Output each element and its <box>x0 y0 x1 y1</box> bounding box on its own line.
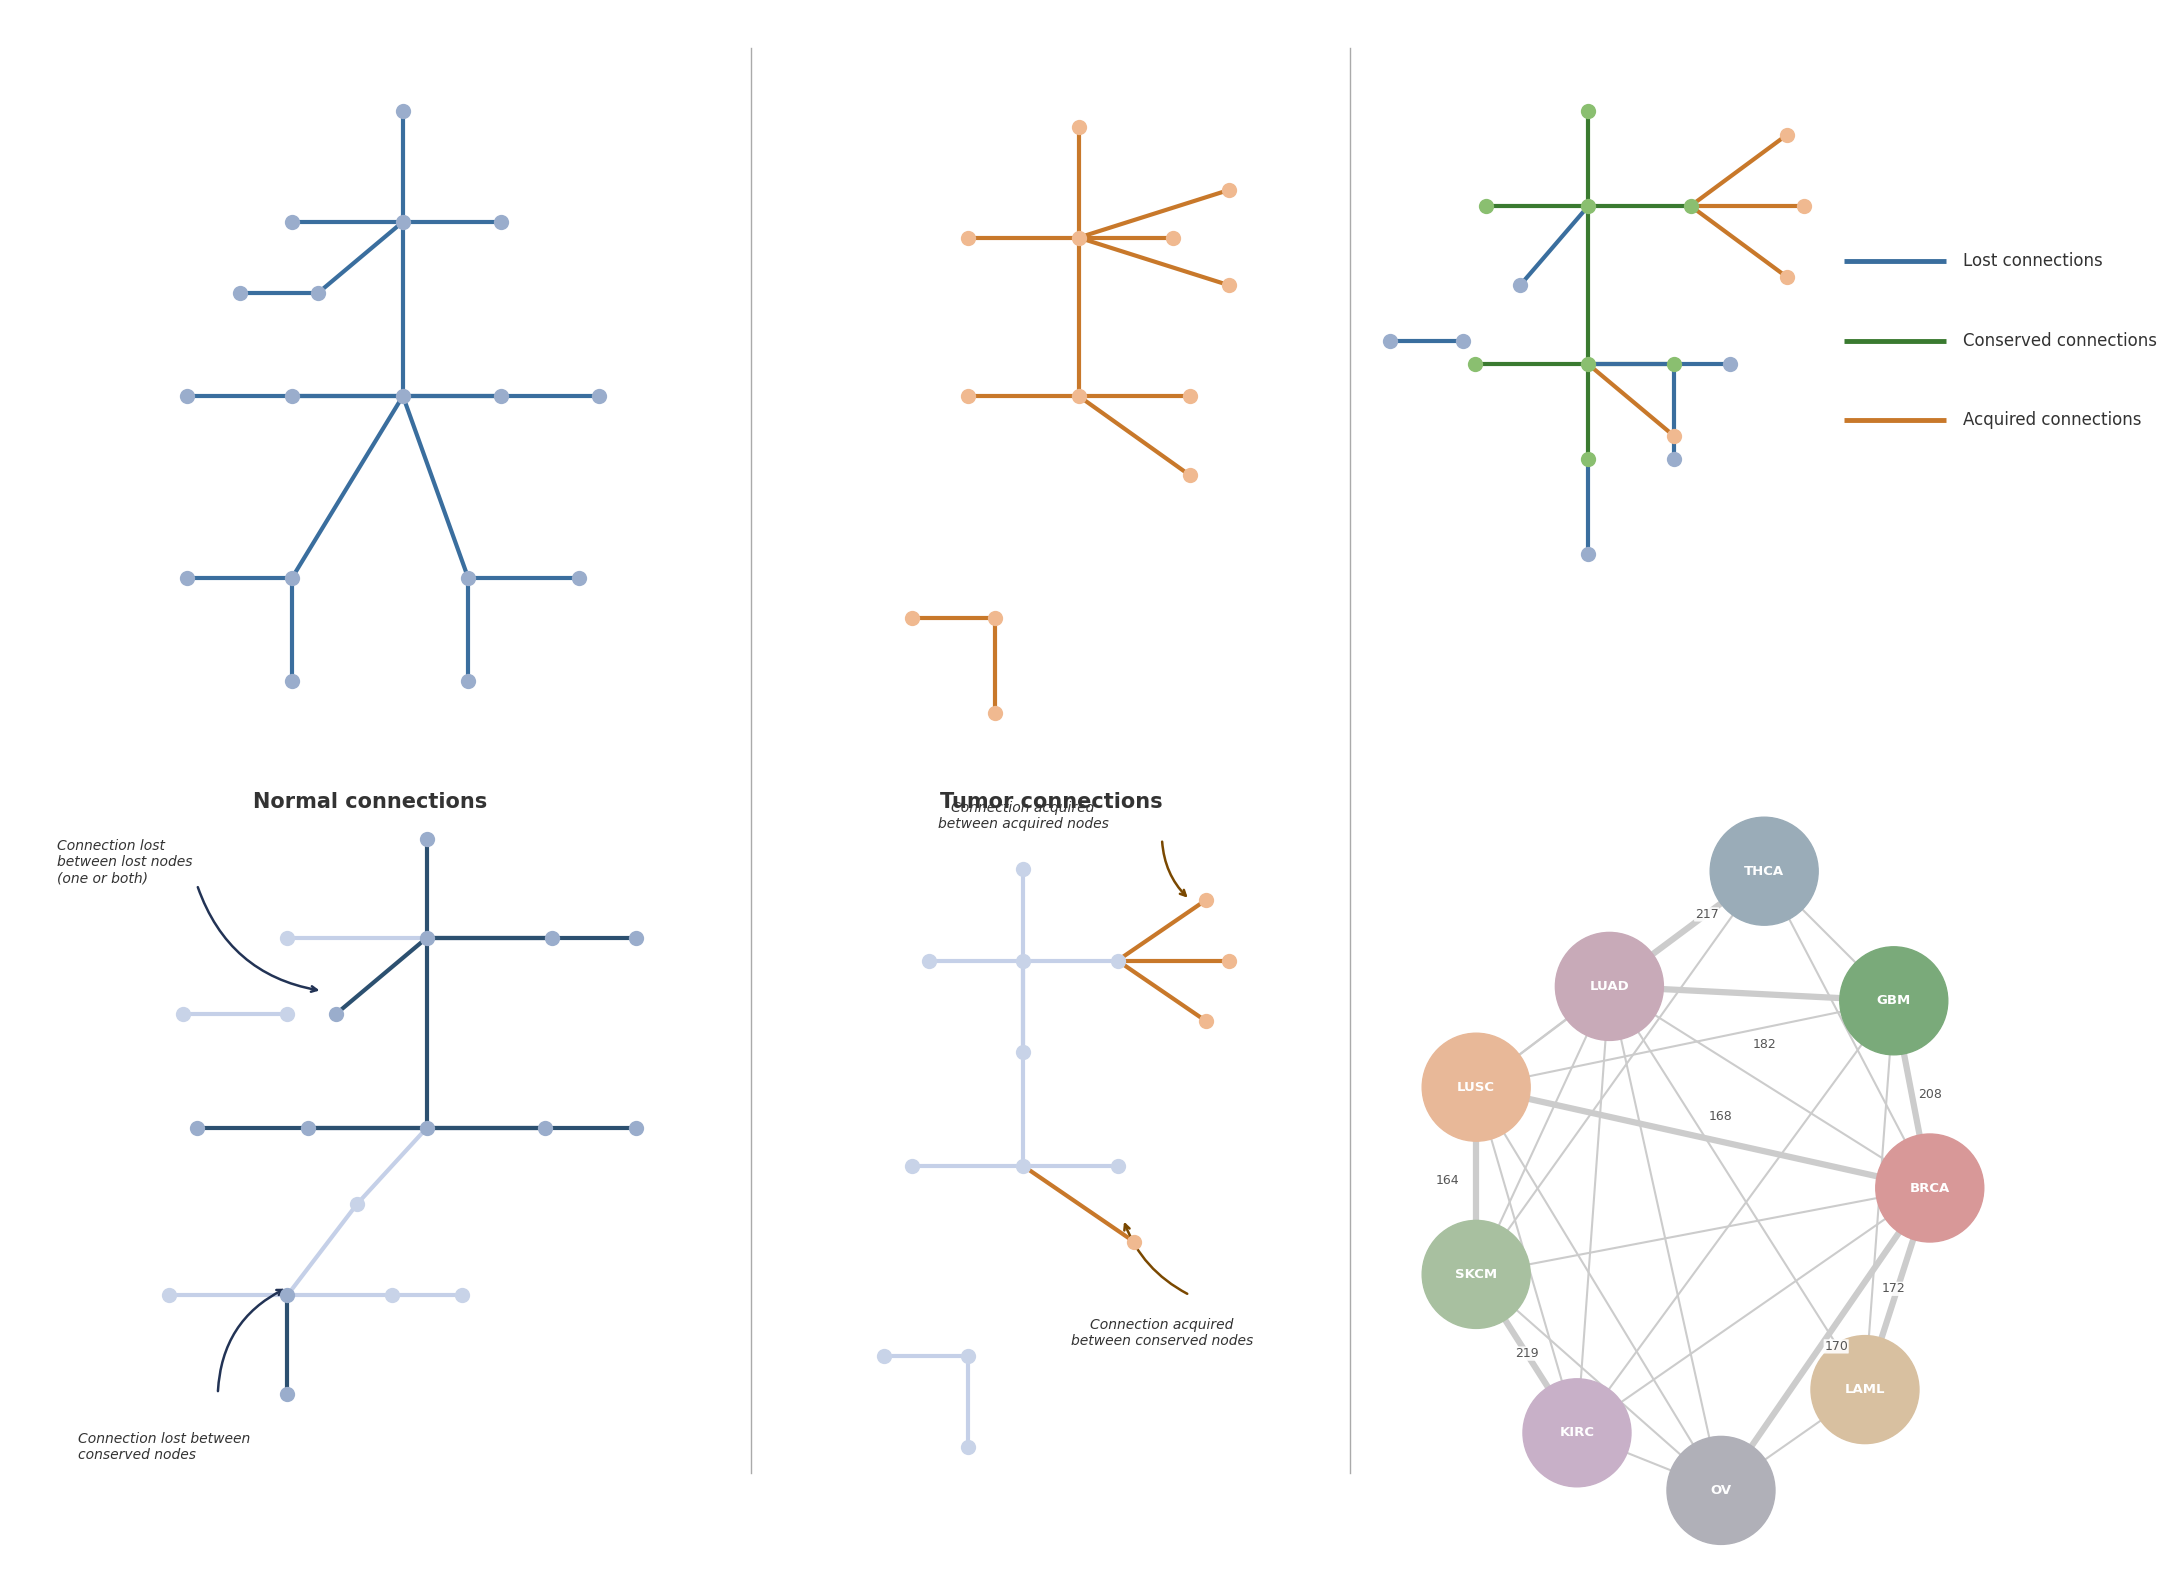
Text: KIRC: KIRC <box>1559 1426 1594 1440</box>
Text: BRCA: BRCA <box>1910 1182 1949 1194</box>
Circle shape <box>1666 1437 1775 1544</box>
Text: Tumor connections: Tumor connections <box>939 792 1163 813</box>
Circle shape <box>1710 817 1819 925</box>
Text: Connection acquired
between acquired nodes: Connection acquired between acquired nod… <box>939 802 1109 832</box>
Circle shape <box>1810 1335 1919 1443</box>
Text: 170: 170 <box>1825 1340 1849 1353</box>
Text: Connection lost between
conserved nodes: Connection lost between conserved nodes <box>78 1432 250 1462</box>
Text: THCA: THCA <box>1745 865 1784 878</box>
Text: GBM: GBM <box>1877 995 1910 1007</box>
Circle shape <box>1422 1033 1531 1140</box>
Text: SKCM: SKCM <box>1455 1267 1496 1281</box>
Text: LUSC: LUSC <box>1457 1080 1494 1093</box>
Text: OV: OV <box>1710 1484 1732 1497</box>
Text: 208: 208 <box>1919 1088 1943 1101</box>
Text: 182: 182 <box>1753 1038 1775 1050</box>
Text: Acquired connections: Acquired connections <box>1962 410 2141 429</box>
Text: 168: 168 <box>1710 1109 1734 1123</box>
Text: Conserved connections: Conserved connections <box>1962 331 2156 350</box>
Text: LUAD: LUAD <box>1590 980 1629 993</box>
Text: Connection lost
between lost nodes
(one or both): Connection lost between lost nodes (one … <box>57 840 194 885</box>
Text: 172: 172 <box>1882 1283 1906 1296</box>
Text: LAML: LAML <box>1845 1383 1886 1396</box>
Circle shape <box>1840 947 1947 1055</box>
Text: Connection acquired
between conserved nodes: Connection acquired between conserved no… <box>1072 1318 1252 1348</box>
Text: Normal connections: Normal connections <box>253 792 488 813</box>
Text: 219: 219 <box>1514 1346 1538 1361</box>
Circle shape <box>1875 1134 1984 1242</box>
Text: 217: 217 <box>1694 908 1718 920</box>
Circle shape <box>1522 1378 1631 1487</box>
Text: 164: 164 <box>1435 1174 1459 1188</box>
Circle shape <box>1422 1220 1531 1329</box>
Text: Lost connections: Lost connections <box>1962 252 2104 271</box>
Circle shape <box>1555 933 1664 1041</box>
